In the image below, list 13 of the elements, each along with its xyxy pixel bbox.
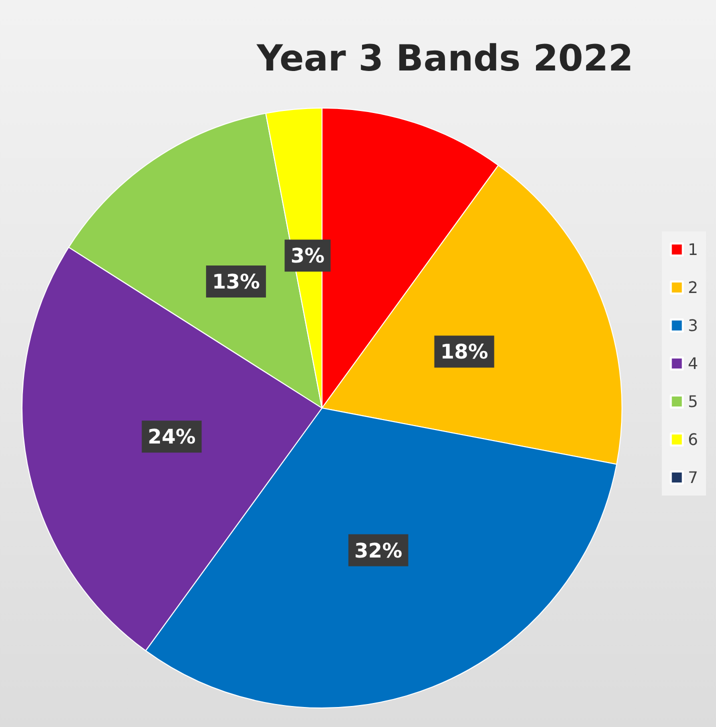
legend-label: 1 <box>688 240 698 259</box>
data-label: 24% <box>148 424 196 449</box>
data-label: 18% <box>440 340 488 364</box>
legend-label: 6 <box>688 430 698 449</box>
data-label: 3% <box>290 244 325 268</box>
data-label: 13% <box>212 269 260 294</box>
legend-label: 4 <box>688 354 698 373</box>
data-label: 32% <box>354 538 402 562</box>
legend-label: 3 <box>688 316 698 335</box>
legend-label: 2 <box>688 278 698 297</box>
legend-label: 5 <box>688 392 698 411</box>
chart-title: Year 3 Bands 2022 <box>256 38 634 80</box>
legend-label: 7 <box>688 468 698 487</box>
